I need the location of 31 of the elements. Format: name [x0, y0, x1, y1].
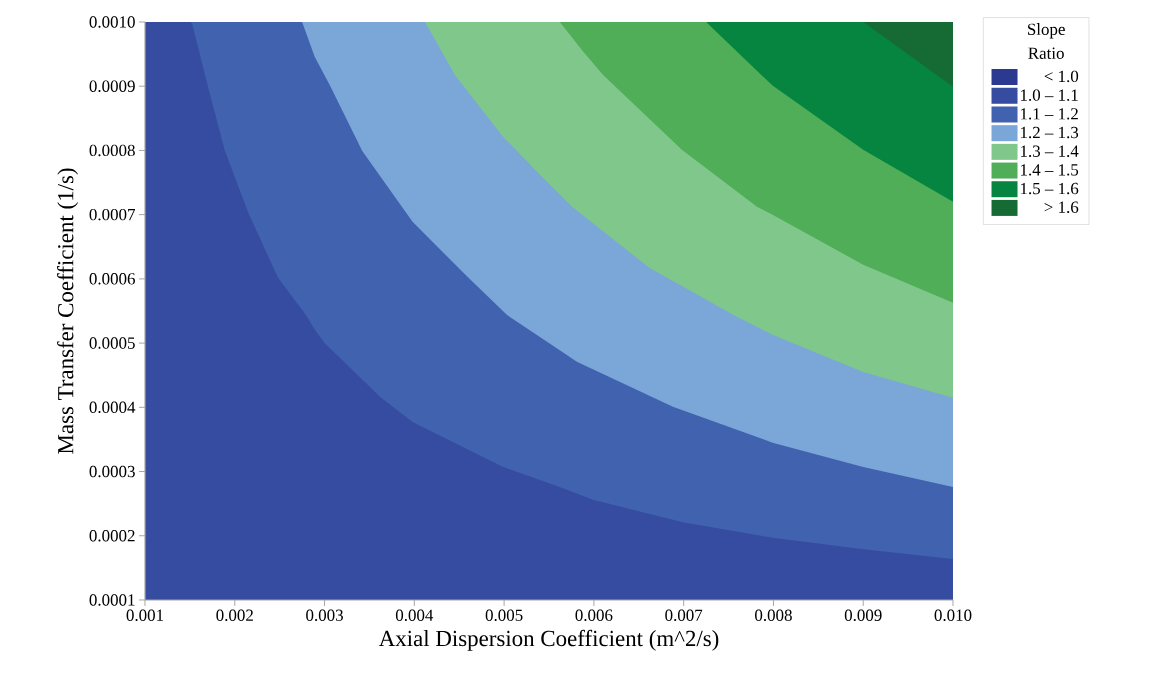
- x-tick-label: 0.010: [934, 609, 972, 621]
- y-axis-title: Mass Transfer Coefficient (1/s): [57, 168, 79, 454]
- y-tick-label: 0.0010: [89, 16, 135, 28]
- x-tick-label: 0.001: [126, 609, 164, 621]
- y-tick-label: 0.0008: [89, 144, 135, 157]
- x-tick-label: 0.008: [755, 609, 792, 621]
- y-tick-label: 0.0005: [89, 337, 135, 349]
- x-tick-label: 0.006: [575, 609, 613, 621]
- y-tick-label: 0.0003: [89, 465, 135, 478]
- x-tick-label: 0.002: [216, 609, 253, 621]
- y-tick-label: 0.0004: [89, 401, 136, 414]
- legend-label: 1.5 – 1.6: [1021, 182, 1079, 195]
- x-tick-label: 0.009: [844, 609, 882, 621]
- x-tick-label: 0.003: [306, 609, 343, 621]
- y-tick-label: 0.0006: [89, 273, 135, 285]
- legend-label: 1.3 – 1.4: [1021, 145, 1079, 157]
- legend-label: 1.4 – 1.5: [1021, 164, 1079, 176]
- x-tick-label: 0.007: [665, 609, 703, 621]
- y-tick-label: 0.0007: [89, 208, 136, 221]
- y-tick-label: 0.0009: [89, 80, 135, 92]
- y-tick-label: 0.0002: [89, 530, 135, 542]
- y-tick-label: 0.0001: [89, 594, 135, 606]
- legend-label: 1.2 – 1.3: [1021, 126, 1079, 139]
- legend-label: < 1.0: [1044, 70, 1079, 83]
- legend-title: Slope Ratio: [1028, 23, 1065, 59]
- x-tick-label: 0.004: [395, 609, 434, 621]
- legend-label: > 1.6: [1044, 201, 1079, 214]
- legend-label: 1.1 – 1.2: [1021, 108, 1078, 120]
- legend-label: 1.0 – 1.1: [1021, 89, 1078, 101]
- x-axis-title: Axial Dispersion Coefficient (m^2/s): [378, 629, 719, 651]
- x-tick-label: 0.005: [485, 609, 523, 621]
